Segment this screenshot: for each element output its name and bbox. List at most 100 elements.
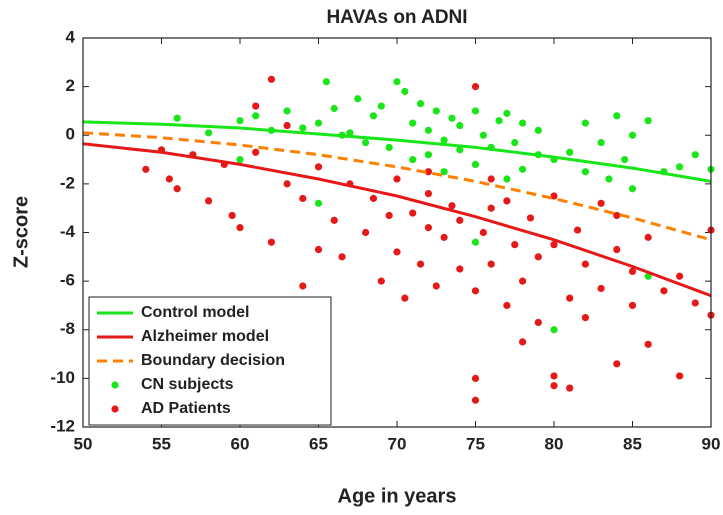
data-point (566, 148, 574, 156)
data-point (448, 114, 456, 122)
plot-frame (82, 37, 712, 428)
data-point (205, 197, 213, 205)
data-point (581, 119, 590, 127)
data-point (228, 211, 236, 220)
data-point (369, 194, 378, 203)
data-point (676, 372, 684, 380)
data-point (456, 265, 464, 273)
data-point (479, 131, 487, 139)
legend-label: Alzheimer model (141, 328, 269, 345)
data-point (550, 326, 558, 334)
data-point (440, 136, 448, 144)
legend-label: CN subjects (141, 376, 234, 393)
data-point (385, 143, 393, 152)
data-point (471, 396, 480, 404)
data-point (409, 155, 417, 164)
data-point (597, 199, 605, 207)
data-point (346, 129, 354, 137)
y-tick-label: -8 (60, 319, 75, 338)
data-point (409, 119, 417, 127)
chart-title: HAVAs on ADNI (326, 7, 467, 28)
data-point (314, 199, 323, 207)
data-point (566, 384, 574, 392)
data-point (236, 224, 244, 232)
data-point (377, 277, 385, 285)
data-point (691, 151, 699, 159)
y-tick-label: -10 (50, 368, 75, 387)
data-point (628, 267, 637, 275)
data-point (354, 95, 362, 103)
data-point (314, 245, 323, 254)
data-point (471, 374, 480, 382)
data-point (628, 131, 637, 139)
data-point (424, 151, 432, 159)
data-point (566, 294, 574, 302)
y-tick-label: -12 (50, 416, 75, 435)
data-point (471, 238, 480, 246)
data-point (205, 129, 213, 137)
data-point (393, 248, 401, 256)
data-point (613, 360, 621, 368)
data-point (142, 165, 150, 173)
data-point (299, 124, 307, 132)
data-point (252, 102, 260, 110)
data-point (644, 340, 652, 348)
data-point (448, 202, 456, 210)
data-point (471, 160, 480, 169)
data-point (573, 226, 582, 234)
data-point (628, 301, 637, 310)
y-tick-label: -6 (60, 271, 75, 290)
data-point (487, 204, 495, 212)
data-point (393, 175, 401, 183)
data-point (314, 119, 323, 127)
x-tick-label: 50 (74, 434, 93, 453)
legend-label: Control model (141, 304, 249, 321)
data-point (597, 138, 605, 147)
y-axis-label: Z-score (10, 196, 32, 268)
data-point (628, 185, 637, 193)
x-tick-label: 70 (388, 434, 407, 453)
data-point (581, 168, 590, 176)
line (82, 120, 712, 183)
data-point (644, 233, 652, 241)
data-point (283, 180, 291, 188)
data-point (173, 114, 181, 122)
data-point (676, 163, 684, 171)
data-point (440, 168, 448, 176)
data-point (401, 87, 409, 96)
x-tick-label: 90 (702, 434, 721, 453)
legend-swatch (111, 405, 119, 413)
data-point (338, 253, 346, 261)
data-point (252, 112, 260, 120)
data-point (550, 192, 558, 200)
data-point (362, 138, 370, 147)
data-point (550, 241, 558, 249)
data-point (173, 185, 181, 193)
data-point (471, 287, 480, 295)
data-point (534, 318, 542, 327)
data-point (503, 197, 511, 205)
data-point (369, 112, 378, 120)
data-point (581, 260, 590, 268)
line (82, 131, 712, 242)
data-point (550, 382, 558, 390)
data-point (267, 75, 275, 83)
data-point (621, 155, 629, 164)
x-tick-label: 60 (231, 434, 250, 453)
data-point (432, 107, 440, 115)
data-point (534, 253, 542, 261)
data-point (362, 228, 370, 237)
data-point (424, 126, 432, 134)
line (82, 142, 712, 298)
data-point (424, 168, 432, 176)
x-tick-label: 80 (545, 434, 564, 453)
data-point (236, 155, 244, 164)
data-point (440, 233, 448, 241)
x-tick-label: 55 (152, 434, 171, 453)
data-point (519, 165, 527, 173)
data-point (385, 211, 393, 220)
data-point (605, 175, 613, 183)
data-point (503, 109, 511, 117)
data-point (456, 121, 464, 130)
y-tick-label: -4 (60, 222, 76, 241)
